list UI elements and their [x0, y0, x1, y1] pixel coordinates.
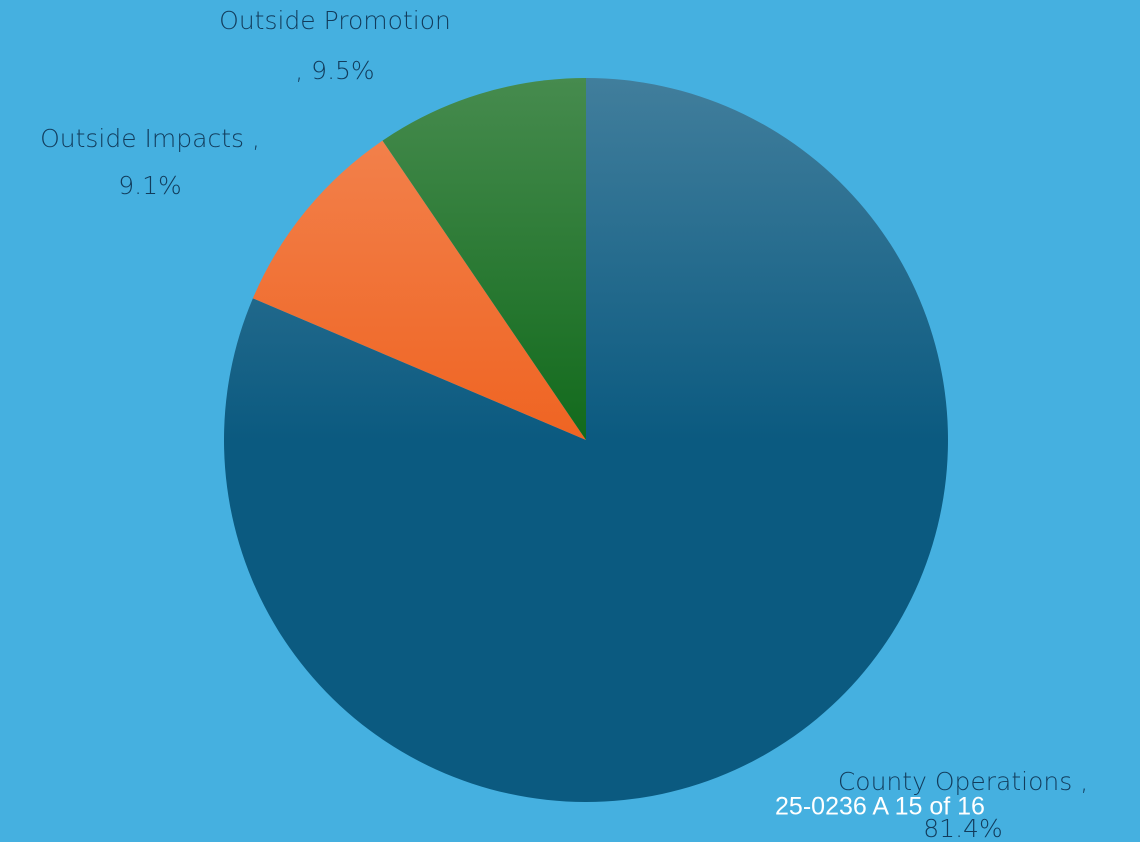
page-annotation: 25-0236 A 15 of 16	[775, 793, 985, 821]
slice-category-label: County Operations ,	[838, 767, 1088, 796]
slice-value-label: 9.1%	[118, 171, 182, 200]
pie-slice	[252, 140, 586, 440]
pie-slice	[382, 78, 586, 440]
slice-category-label: Outside Impacts ,	[40, 124, 260, 153]
slice-category-label: Outside Promotion	[219, 6, 451, 35]
slice-value-label: , 9.5%	[295, 56, 374, 85]
slice-value-label: 81.4%	[923, 814, 1002, 842]
